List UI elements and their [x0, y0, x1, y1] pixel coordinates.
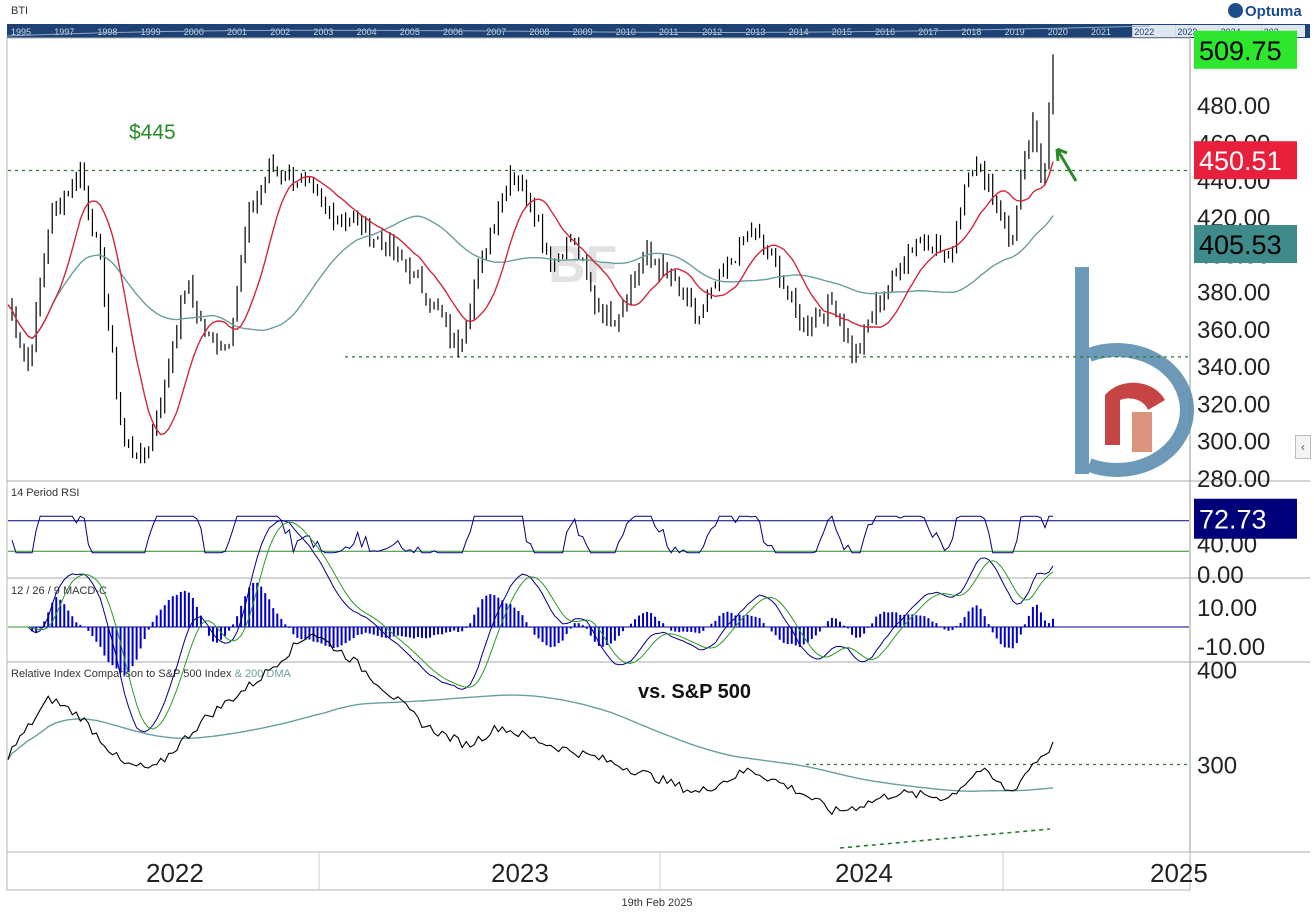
overview-year-label: 2017 [918, 27, 938, 37]
axis-layer: 300.00320.00340.00360.00380.00400.00420.… [1194, 30, 1297, 493]
price-tick-label: 300.00 [1197, 429, 1270, 456]
price-layer [7, 54, 1189, 464]
brand-watermark-icon [1075, 267, 1194, 477]
price-tag-label: 405.53 [1199, 230, 1282, 260]
overview-year-label: 1997 [54, 27, 74, 37]
symbol-title: BTI [11, 5, 28, 17]
overview-year-label: 2021 [1091, 27, 1111, 37]
x-label-2025: 2025 [1150, 858, 1208, 888]
price-tag [1194, 141, 1297, 180]
overview-year-label: 2022 [1134, 27, 1154, 37]
price-tick-label: 360.00 [1197, 317, 1270, 344]
overview-line [6, 25, 1151, 37]
overview-year-label: 1995 [11, 27, 31, 37]
overview-year-label: 2005 [400, 27, 420, 37]
x-label-2024: 2024 [835, 858, 893, 888]
relative-title: Relative Index Comparison to S&P 500 Ind… [11, 668, 292, 680]
overview-year-label: 2001 [227, 27, 247, 37]
overview-year-label: 2002 [270, 27, 290, 37]
overview-year-label: 2023 [1177, 27, 1197, 37]
overview-year-label: 2000 [184, 27, 204, 37]
rsi-tag-label: 72.73 [1199, 505, 1267, 535]
price-tag [1194, 225, 1297, 264]
optuma-logo-text: Optuma [1245, 3, 1302, 20]
overview-year-label: 2012 [702, 27, 722, 37]
x-label-2022: 2022 [146, 858, 204, 888]
macd-tick-label: 10.00 [1197, 595, 1257, 622]
overview-window [1132, 25, 1176, 37]
relative-layer: 400 300 [7, 633, 1237, 849]
macd-title: 12 / 26 / 9 MACD-C [11, 585, 107, 597]
price-tag-label: 509.75 [1199, 36, 1282, 66]
overview-year-label: 2016 [875, 27, 895, 37]
price-tick-label: 280.00 [1197, 466, 1270, 493]
fast-moving-average [7, 161, 1054, 436]
optuma-logo: Optuma [1228, 3, 1302, 25]
relative-200dma [7, 694, 1054, 792]
relative-annotation: vs. S&P 500 [638, 681, 751, 703]
x-label-2023: 2023 [491, 858, 549, 888]
overview-year-label: 2007 [486, 27, 506, 37]
rsi-tick-label: 0.00 [1197, 562, 1244, 589]
relative-line [7, 633, 1054, 816]
optuma-logo-icon [1228, 3, 1243, 18]
overview-year-label: 2020 [1048, 27, 1068, 37]
relative-tick-label: 400 [1197, 658, 1237, 685]
footer-date: 19th Feb 2025 [621, 897, 693, 909]
arrow-up-left-icon [1055, 147, 1078, 182]
level-annotation-445: $445 [129, 121, 176, 144]
plot-frame [6, 37, 1191, 853]
price-tick-label: 480.00 [1197, 93, 1270, 120]
overview-year-label: 2019 [1005, 27, 1025, 37]
relative-title-main: Relative Index Comparison to S&P 500 Ind… [11, 668, 232, 680]
relative-tick-label: 300 [1197, 753, 1237, 780]
overview-year-label: 2018 [961, 27, 981, 37]
rsi-tag [1194, 498, 1297, 539]
price-tick-label: 340.00 [1197, 354, 1270, 381]
price-tick-label: 320.00 [1197, 391, 1270, 418]
overview-year-label: 2004 [357, 27, 377, 37]
overview-year-label: 1998 [97, 27, 117, 37]
overview-year-label: 2003 [313, 27, 333, 37]
slow-moving-average [7, 215, 1054, 340]
watermark-text: BF [548, 236, 617, 294]
price-tag-label: 450.51 [1199, 146, 1282, 176]
rsi-line [11, 515, 1053, 554]
price-tag [1194, 30, 1297, 69]
relative-trendline [839, 828, 1051, 849]
date-axis-band [6, 851, 1191, 891]
macd-tick-label: -10.00 [1197, 634, 1265, 661]
overview-bar[interactable] [7, 24, 1310, 38]
macd-layer: 10.00 -10.00 [8, 519, 1265, 733]
overview-year-label: 2006 [443, 27, 463, 37]
macd-signal-line [8, 521, 1054, 730]
chevron-left-icon[interactable]: ‹ [1295, 435, 1311, 459]
price-tick-label: 380.00 [1197, 280, 1270, 307]
overview-year-label: 2008 [529, 27, 549, 37]
rsi-title: 14 Period RSI [11, 487, 79, 499]
